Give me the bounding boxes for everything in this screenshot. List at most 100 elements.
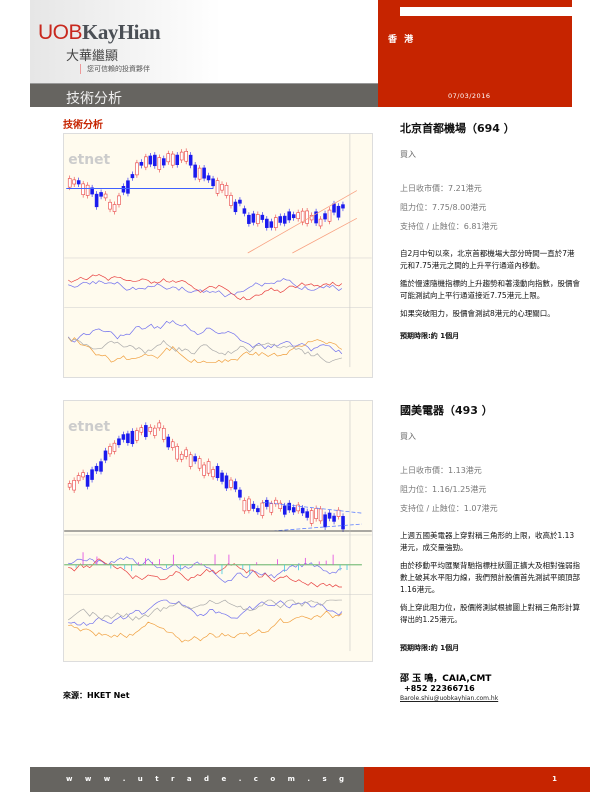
candle-body bbox=[148, 426, 153, 432]
candle-body bbox=[193, 456, 197, 462]
candle-body bbox=[175, 154, 180, 166]
candle-body bbox=[220, 472, 224, 482]
candle-body bbox=[336, 205, 341, 218]
section-bar-title: 技術分析 bbox=[66, 91, 122, 107]
footer-website[interactable]: w w w . u t r a d e . c o m . s g bbox=[66, 775, 350, 783]
paragraph: 由於移動平均匯聚背馳指標柱狀圖正擴大及相對強弱指數上破其水平阻力線，我們預計股價… bbox=[400, 561, 580, 594]
candle-body bbox=[229, 479, 233, 488]
channel-upper bbox=[247, 190, 358, 254]
candle-body bbox=[215, 180, 220, 194]
indicator-line bbox=[68, 610, 343, 643]
candle-body bbox=[153, 427, 157, 436]
paragraph: 倘上穿此阻力位，股價將測試根據圖上對稱三角形計算得出的1.25港元。 bbox=[400, 603, 580, 624]
candle-body bbox=[327, 512, 332, 519]
author-email[interactable]: Barole.shiu@uobkayhian.com.hk bbox=[400, 695, 499, 702]
resistance: 阻力位：7.75/8.00港元 bbox=[400, 203, 487, 212]
chart-source: 來源：HKET Net bbox=[63, 691, 130, 700]
candle-body bbox=[211, 178, 215, 187]
candle-body bbox=[318, 508, 323, 522]
resistance: 阻力位：1.16/1.25港元 bbox=[400, 485, 487, 494]
candle-body bbox=[265, 499, 269, 507]
stock-chart-694: etnet bbox=[63, 133, 373, 378]
candle-body bbox=[90, 187, 94, 195]
footer-page: 1 bbox=[364, 767, 590, 792]
candle-body bbox=[247, 498, 251, 511]
candle-body bbox=[215, 465, 220, 479]
paragraph: 如果突破阻力，股價會測試8港元的心理關口。 bbox=[400, 309, 555, 318]
candle-body bbox=[296, 212, 300, 219]
candle-body bbox=[121, 434, 126, 440]
indicator-line bbox=[67, 599, 342, 621]
section-bar: 技術分析 bbox=[30, 83, 378, 107]
candle-body bbox=[161, 158, 166, 166]
chinese-name: 大華繼顯 bbox=[66, 49, 119, 64]
rating: 買入 bbox=[400, 432, 416, 441]
candle-body bbox=[144, 156, 148, 168]
candle-body bbox=[175, 446, 179, 460]
tagline: 您可信賴的投資夥伴 bbox=[80, 64, 150, 74]
candle-body bbox=[67, 483, 72, 488]
candle-body bbox=[314, 508, 318, 519]
candle-body bbox=[112, 204, 117, 212]
candle-body bbox=[144, 425, 148, 438]
stock-title: 國美電器（493 ） bbox=[400, 404, 493, 417]
candle-body bbox=[238, 489, 242, 498]
candle-body bbox=[273, 217, 278, 229]
candle-body bbox=[94, 465, 99, 472]
candle-body bbox=[197, 458, 202, 469]
candle-body bbox=[202, 167, 206, 179]
paragraph: 鑑於慢速隨機指標的上升趨勢和著淺動向指數，股價會可能測試向上平行通道接近7.75… bbox=[400, 279, 580, 300]
candle-body bbox=[135, 162, 139, 176]
stock-chart-493: etnet bbox=[63, 400, 373, 662]
candle-body bbox=[206, 175, 211, 181]
candle-body bbox=[126, 433, 130, 444]
candle-body bbox=[269, 503, 274, 513]
candle-body bbox=[170, 441, 175, 448]
candle-body bbox=[117, 195, 121, 205]
candle-body bbox=[72, 179, 76, 185]
candle-body bbox=[166, 153, 171, 163]
candle-body bbox=[224, 475, 229, 489]
channel-lower bbox=[292, 217, 358, 254]
indicator-line bbox=[68, 558, 342, 588]
candle-body bbox=[157, 157, 162, 170]
candle-body bbox=[108, 446, 112, 455]
region-label: 香 港 bbox=[388, 35, 416, 45]
candle-body bbox=[282, 215, 287, 224]
candle-body bbox=[179, 151, 184, 161]
candle-body bbox=[287, 211, 291, 221]
candle-body bbox=[85, 475, 90, 487]
candle-body bbox=[282, 505, 287, 515]
candle-body bbox=[238, 199, 242, 204]
candle-body bbox=[269, 221, 274, 228]
candle-body bbox=[157, 422, 162, 429]
candle-body bbox=[278, 502, 283, 509]
paragraph: 上週五國美電器上穿對稱三角形的上限，收高於1.13港元，成交量強勁。 bbox=[400, 531, 575, 552]
candle-body bbox=[126, 180, 130, 194]
candle-body bbox=[323, 213, 327, 220]
candle-body bbox=[300, 210, 305, 223]
candle-body bbox=[260, 502, 265, 516]
candle-body bbox=[81, 183, 85, 195]
candle-body bbox=[242, 208, 247, 214]
candle-body bbox=[121, 186, 126, 193]
region-panel: 香 港 07/03/2016 bbox=[378, 0, 572, 107]
etnet-watermark: etnet bbox=[68, 419, 110, 435]
horizon: 預期時限:約 1個月 bbox=[400, 644, 460, 652]
header-banner bbox=[30, 0, 378, 83]
candle-body bbox=[161, 427, 166, 440]
candle-body bbox=[336, 509, 341, 517]
candle-body bbox=[193, 164, 197, 178]
indicator-line bbox=[68, 556, 343, 583]
candle-body bbox=[170, 153, 175, 166]
candle-body bbox=[327, 209, 332, 222]
candle-body bbox=[90, 469, 94, 480]
candle-body bbox=[305, 210, 309, 224]
candle-body bbox=[184, 449, 188, 457]
candle-body bbox=[99, 192, 103, 197]
candle-body bbox=[139, 427, 144, 433]
candle-body bbox=[251, 503, 256, 509]
candle-body bbox=[81, 472, 85, 478]
candle-body bbox=[148, 155, 153, 165]
candle-body bbox=[94, 193, 99, 208]
